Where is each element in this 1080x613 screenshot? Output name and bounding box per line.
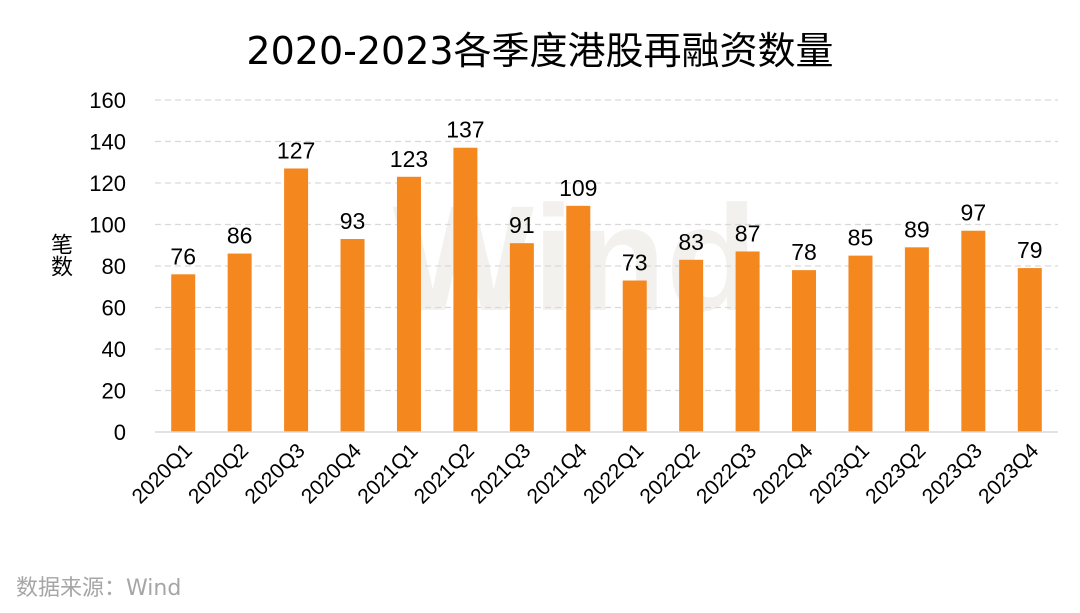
x-tick-label: 2023Q1 bbox=[805, 439, 874, 508]
data-label: 86 bbox=[227, 223, 253, 249]
bar-2023Q1 bbox=[848, 255, 873, 432]
x-tick-label: 2023Q4 bbox=[974, 439, 1043, 508]
y-tick-label: 100 bbox=[89, 213, 126, 238]
data-label: 79 bbox=[1017, 237, 1043, 263]
x-tick-label: 2020Q2 bbox=[184, 439, 253, 508]
bar-2021Q2 bbox=[453, 147, 478, 432]
y-tick-labels: 0 20 40 60 80 100 120 140 160 bbox=[89, 88, 126, 445]
data-label: 137 bbox=[446, 117, 484, 143]
bars bbox=[171, 147, 1042, 432]
bar-2020Q3 bbox=[284, 168, 309, 432]
x-tick-label: 2021Q2 bbox=[410, 439, 479, 508]
data-label: 87 bbox=[735, 220, 761, 246]
chart-title: 2020-2023各季度港股再融资数量 bbox=[246, 29, 834, 73]
y-tick-label: 140 bbox=[89, 130, 126, 155]
bar-2020Q2 bbox=[227, 253, 252, 432]
data-label: 78 bbox=[791, 239, 817, 265]
data-label: 127 bbox=[277, 137, 315, 163]
bar-2022Q3 bbox=[735, 251, 760, 432]
x-tick-label: 2022Q3 bbox=[692, 439, 761, 508]
x-tick-label: 2021Q3 bbox=[466, 439, 535, 508]
bar-2021Q1 bbox=[396, 176, 421, 432]
data-label: 85 bbox=[848, 225, 874, 251]
y-tick-label: 40 bbox=[102, 337, 126, 362]
bar-2022Q4 bbox=[792, 270, 817, 432]
y-tick-label: 80 bbox=[102, 254, 126, 279]
x-tick-label: 2020Q4 bbox=[297, 439, 366, 508]
data-label: 97 bbox=[961, 200, 987, 226]
y-tick-label: 120 bbox=[89, 171, 126, 196]
x-tick-label: 2023Q3 bbox=[918, 439, 987, 508]
data-label: 93 bbox=[340, 208, 366, 234]
x-tick-label: 2022Q4 bbox=[748, 439, 817, 508]
bar-2022Q2 bbox=[679, 259, 704, 432]
y-axis-label: 笔数 bbox=[47, 233, 72, 277]
bar-2021Q3 bbox=[509, 243, 534, 432]
bar-2023Q3 bbox=[961, 230, 986, 432]
data-label: 83 bbox=[678, 229, 704, 255]
bar-2023Q2 bbox=[904, 247, 929, 432]
bar-2023Q4 bbox=[1017, 268, 1042, 432]
y-tick-label: 60 bbox=[102, 296, 126, 321]
bar-2020Q1 bbox=[171, 274, 196, 432]
x-tick-label: 2022Q2 bbox=[636, 439, 705, 508]
x-tick-label: 2023Q2 bbox=[861, 439, 930, 508]
x-tick-label: 2021Q4 bbox=[523, 439, 592, 508]
data-label: 123 bbox=[390, 146, 428, 172]
data-label: 91 bbox=[509, 212, 535, 238]
y-tick-label: 0 bbox=[114, 420, 126, 445]
x-tick-label: 2021Q1 bbox=[353, 439, 422, 508]
y-tick-label: 160 bbox=[89, 88, 126, 113]
data-label: 76 bbox=[170, 243, 196, 269]
x-tick-label: 2020Q1 bbox=[128, 439, 197, 508]
y-tick-label: 20 bbox=[102, 379, 126, 404]
bar-2020Q4 bbox=[340, 239, 365, 432]
data-label: 89 bbox=[904, 216, 930, 242]
x-tick-label: 2020Q3 bbox=[241, 439, 310, 508]
data-label: 109 bbox=[559, 175, 597, 201]
data-label: 73 bbox=[622, 250, 648, 276]
data-labels: 76 86 127 93 123 137 91 109 73 83 87 78 85 89 97 79 bbox=[170, 117, 1042, 276]
x-tick-label: 2022Q1 bbox=[579, 439, 648, 508]
x-tick-labels: 2020Q12020Q22020Q32020Q42021Q12021Q22021… bbox=[128, 439, 1044, 508]
bar-2022Q1 bbox=[622, 280, 647, 432]
source-note: 数据来源：Wind bbox=[16, 576, 182, 601]
bar-2021Q4 bbox=[566, 205, 591, 432]
